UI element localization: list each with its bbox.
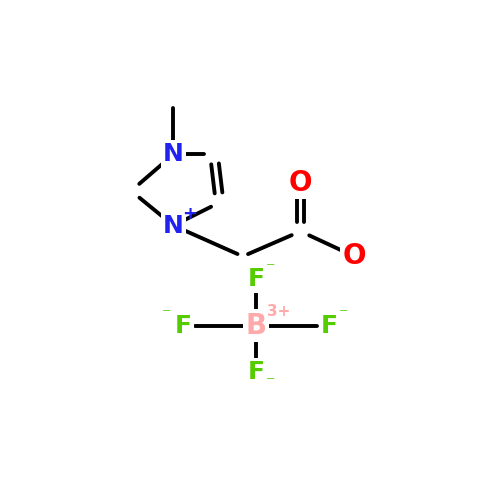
Text: O: O xyxy=(289,169,312,197)
Text: F: F xyxy=(321,314,338,338)
Text: 3+: 3+ xyxy=(267,304,290,318)
Text: O: O xyxy=(342,242,366,270)
Text: F: F xyxy=(248,268,265,291)
Text: +: + xyxy=(182,205,197,223)
Text: F: F xyxy=(174,314,192,338)
Text: B: B xyxy=(246,312,267,340)
Text: N: N xyxy=(163,142,184,167)
Text: ⁻: ⁻ xyxy=(266,260,276,278)
Text: ⁻: ⁻ xyxy=(266,374,276,392)
Text: ⁻: ⁻ xyxy=(162,306,172,324)
Text: F: F xyxy=(248,360,265,384)
Text: N: N xyxy=(163,214,184,238)
Text: ⁻: ⁻ xyxy=(340,306,349,324)
